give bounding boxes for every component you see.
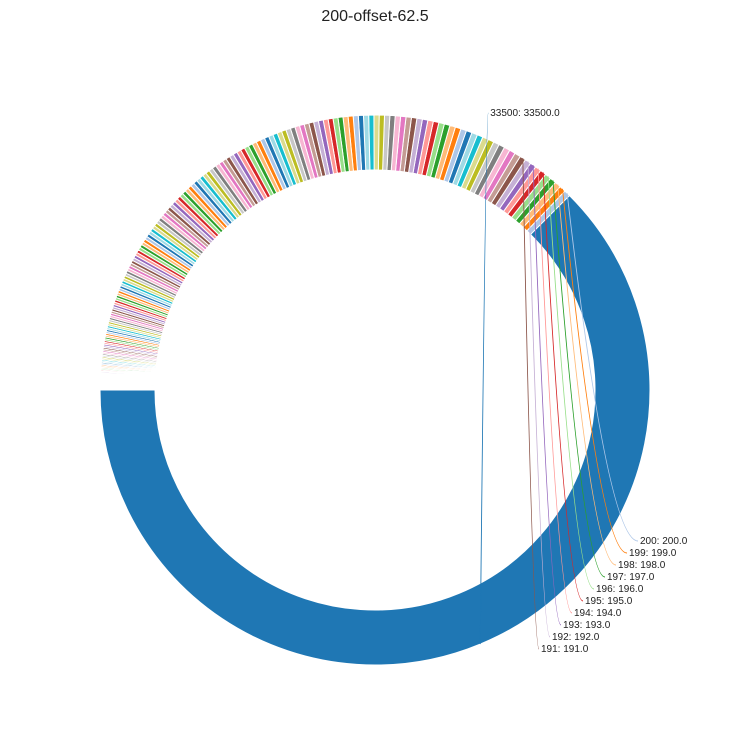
pie-slice — [99, 194, 651, 666]
slice-label: 195: 195.0 — [585, 596, 633, 607]
label-leader-line — [522, 158, 540, 650]
label-leader-line — [547, 176, 595, 590]
label-leader-line — [566, 193, 639, 542]
slice-label: 196: 196.0 — [596, 584, 644, 595]
slices-group — [99, 114, 651, 666]
label-leader-line — [552, 180, 606, 578]
slice-label: 198: 198.0 — [618, 560, 666, 571]
label-leader-line — [479, 112, 489, 645]
slice-label: 200: 200.0 — [640, 536, 688, 547]
slice-label: 197: 197.0 — [607, 572, 655, 583]
label-leader-line — [562, 188, 628, 554]
slice-label: 194: 194.0 — [574, 608, 622, 619]
label-leader-line — [527, 161, 551, 638]
slice-label: 193: 193.0 — [563, 620, 611, 631]
label-leader-line — [532, 164, 562, 626]
label-leader-line — [557, 184, 617, 566]
label-leader-line — [542, 172, 584, 602]
slice-label: 191: 191.0 — [541, 644, 589, 655]
label-leader-line — [537, 168, 573, 614]
slice-label: 199: 199.0 — [629, 548, 677, 559]
pie-slice — [373, 114, 380, 171]
slice-label: 192: 192.0 — [552, 632, 600, 643]
slice-label: 33500: 33500.0 — [490, 108, 560, 119]
chart-title: 200-offset-62.5 — [321, 8, 429, 25]
